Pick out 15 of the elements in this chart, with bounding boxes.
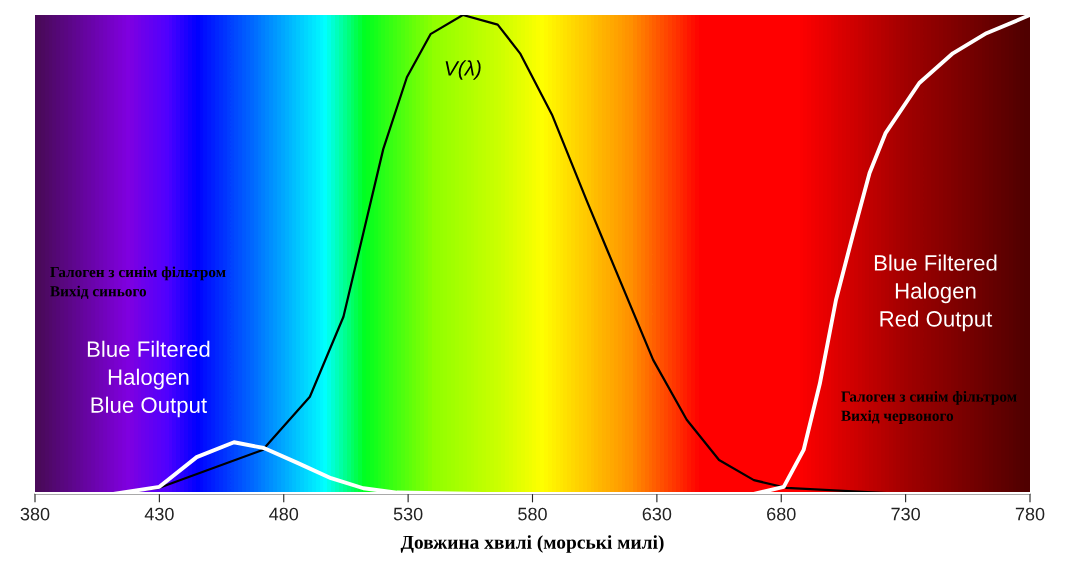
x-tick-label: 680 — [767, 507, 796, 521]
x-tick-label: 630 — [642, 507, 672, 521]
x-tick-label: 380 — [20, 507, 50, 521]
annotation: Blue Filtered Halogen Red Output — [874, 254, 997, 332]
x-tick-label: 780 — [1015, 507, 1045, 521]
x-tick-label: 580 — [518, 507, 547, 521]
annotation: Галоген з синім фільтром Вихід червоного — [841, 391, 1017, 425]
x-tick-label: 430 — [144, 507, 174, 521]
x-tick-label: 530 — [393, 507, 423, 521]
x-axis-title: Довжина хвилі (морські милі) — [400, 535, 664, 553]
x-tick-label: 730 — [891, 507, 920, 521]
annotation: V(λ) — [445, 60, 481, 80]
annotation: Галоген з синім фільтром Вихід синього — [50, 266, 226, 299]
x-tick-label: 480 — [269, 507, 299, 521]
annotation: Blue Filtered Halogen Blue Output — [87, 340, 210, 418]
